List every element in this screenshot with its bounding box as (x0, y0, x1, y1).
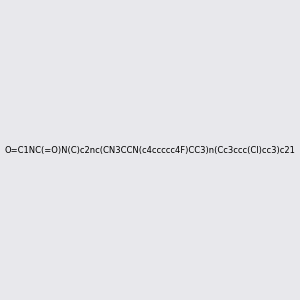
Text: O=C1NC(=O)N(C)c2nc(CN3CCN(c4ccccc4F)CC3)n(Cc3ccc(Cl)cc3)c21: O=C1NC(=O)N(C)c2nc(CN3CCN(c4ccccc4F)CC3)… (4, 146, 296, 154)
